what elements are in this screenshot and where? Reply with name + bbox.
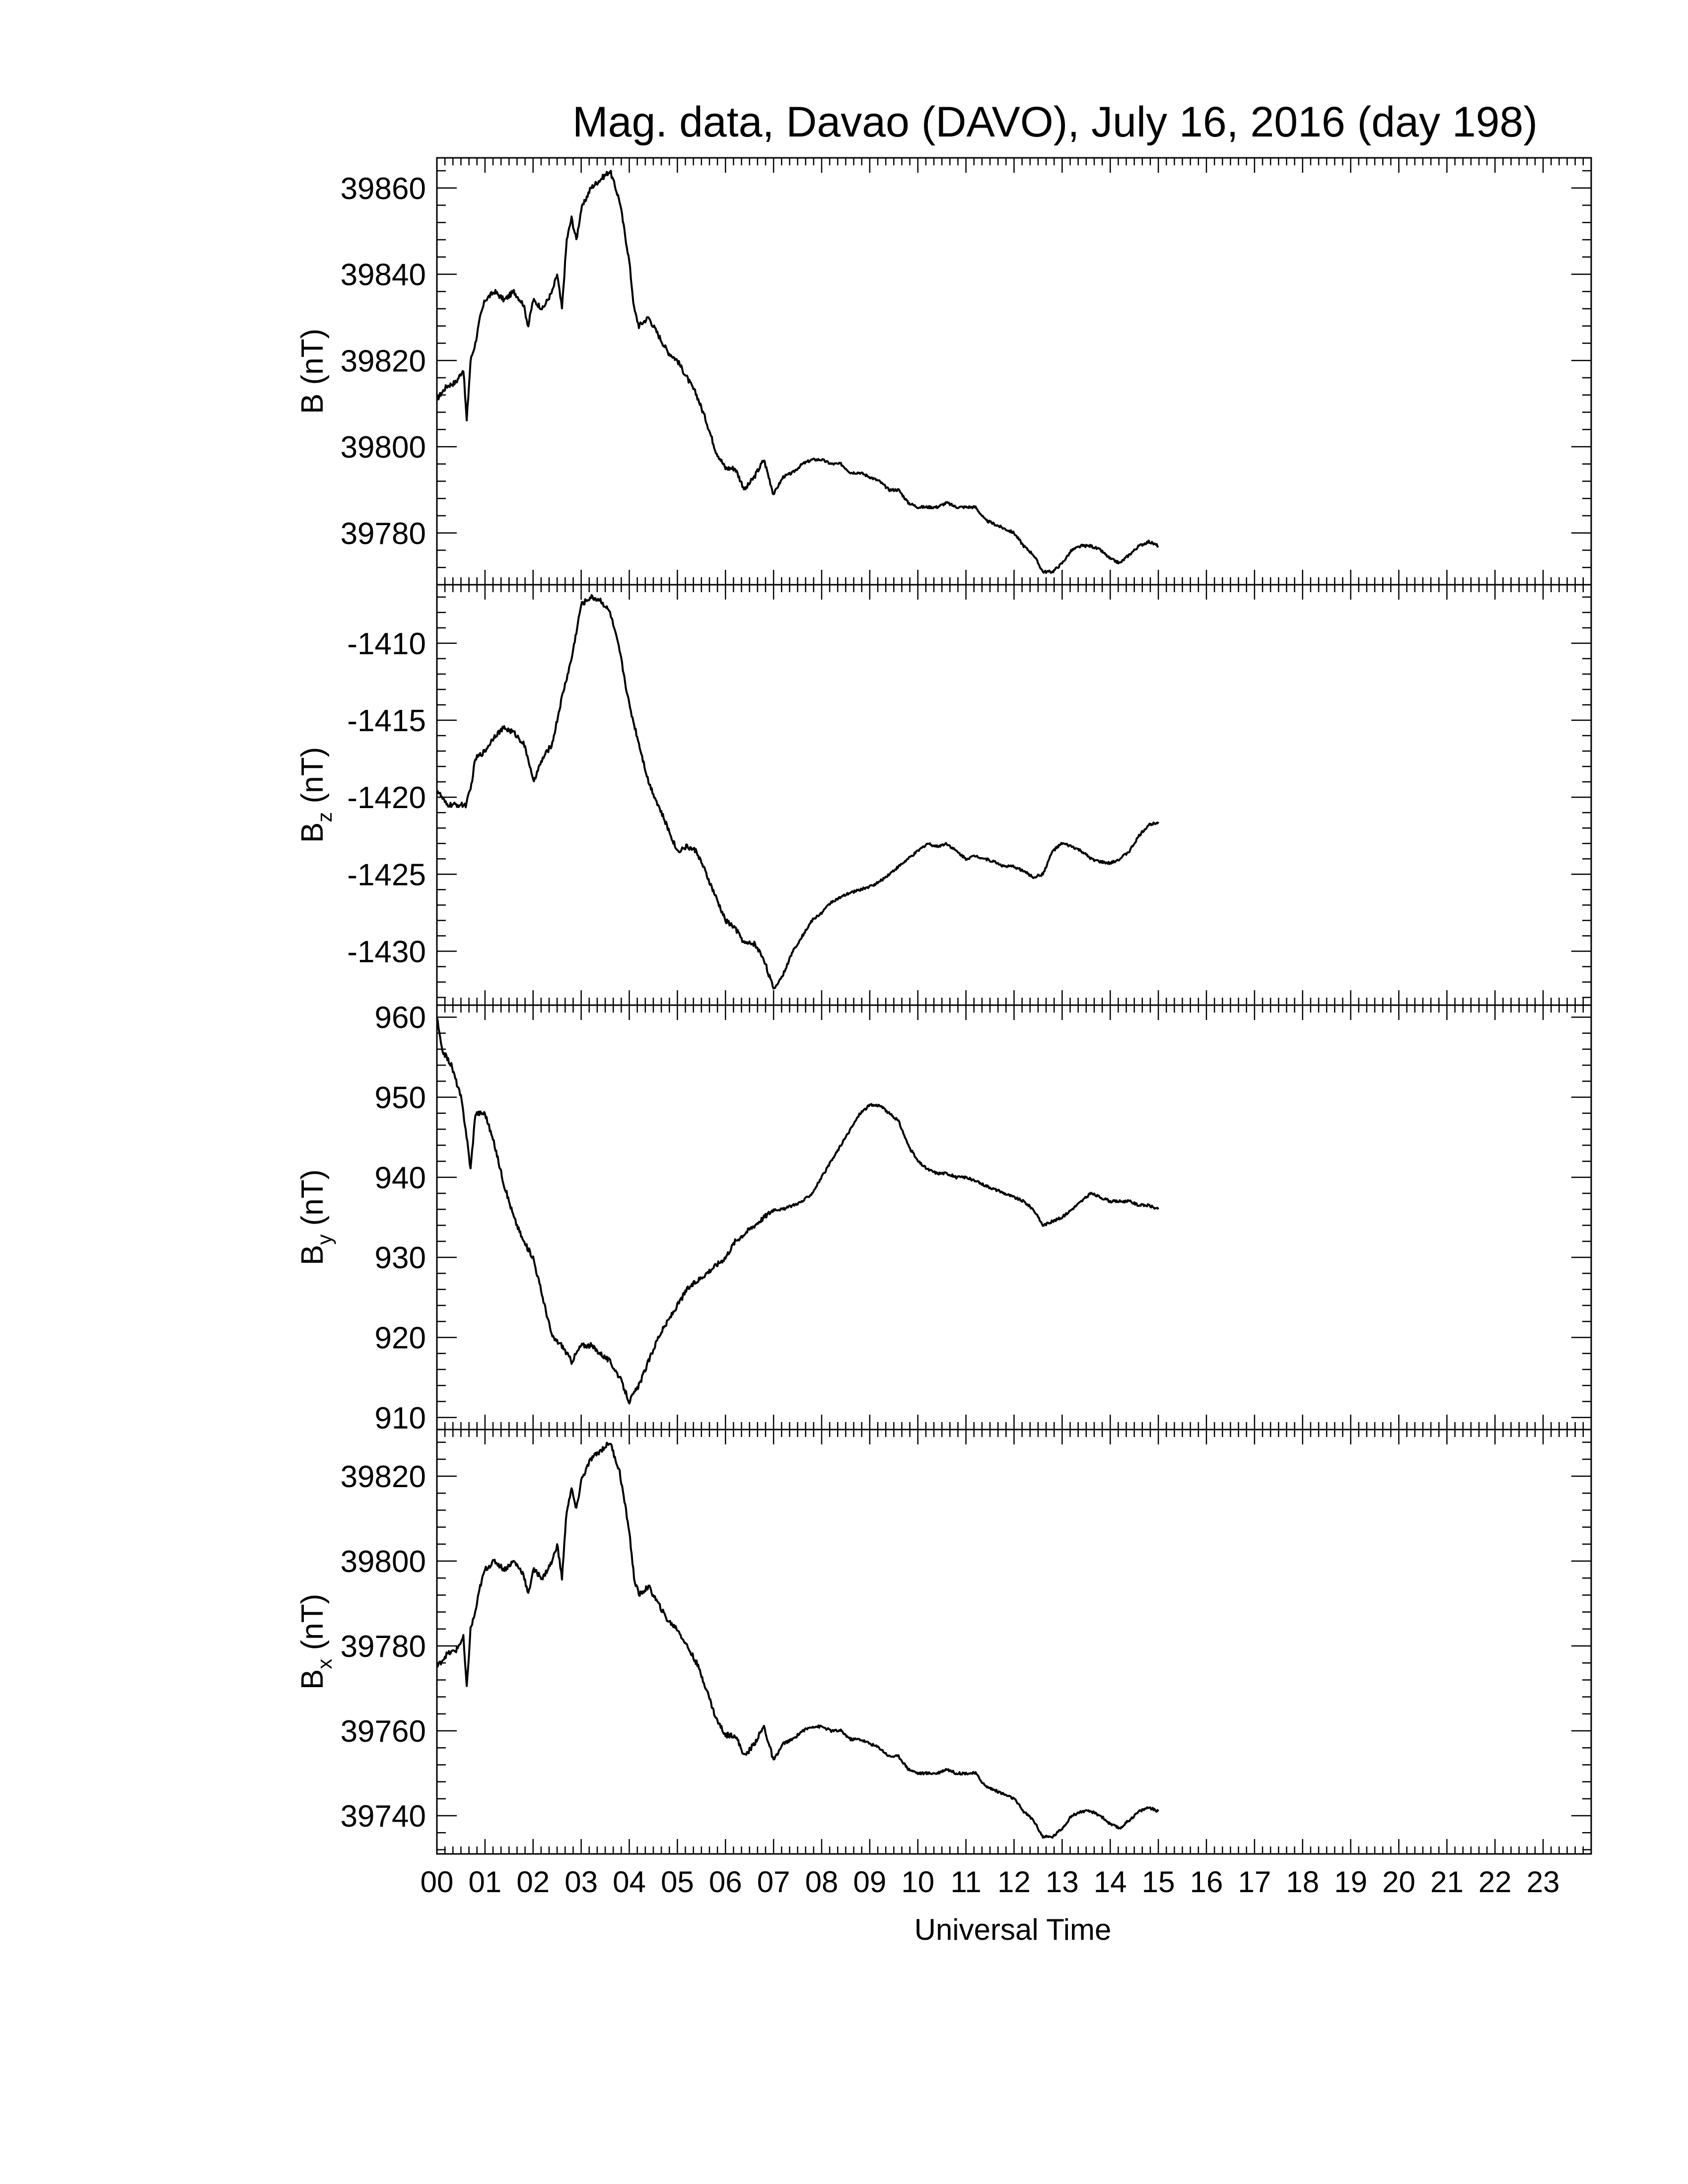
y-tick-label: 920 [375,1321,426,1355]
y-tick-label: 39800 [341,1545,426,1579]
panel-4: 39740 39760 39780 39800 39820 Bx (nT) [295,1429,1592,1855]
x-tick-label: 05 [661,1865,694,1899]
series-line [436,594,1159,990]
x-tick-label: 12 [997,1865,1031,1899]
y-tick-label: 910 [375,1401,426,1435]
panel-frame [436,157,1592,586]
y-tick-label: 39740 [341,1799,426,1834]
y-tick-label: 950 [375,1081,426,1115]
x-tick-label: 23 [1527,1865,1560,1899]
x-tick-label: 19 [1334,1865,1367,1899]
y-axis-label: Bx (nT) [295,1594,336,1690]
panel-2: -1410 -1415 -1420 -1425 -1430 Bz (nT) [295,584,1592,1006]
y-axis-label: B (nT) [295,329,330,414]
x-tick-label: 08 [805,1865,839,1899]
y-tick-label: 39780 [341,1630,426,1664]
panel-3: 910 920 930 940 950 960 By (nT) [295,1001,1592,1435]
y-axis-label: By (nT) [295,1169,336,1265]
x-tick-labels: 00 01 02 03 04 05 06 07 08 09 10 11 12 13 14 15 16 17 18 19… [421,1865,1560,1899]
y-tick-label: 39820 [341,1460,426,1494]
x-tick-label: 16 [1190,1865,1223,1899]
x-tick-label: 00 [421,1865,454,1899]
y-tick-label: -1410 [347,627,426,661]
x-tick-label: 01 [469,1865,502,1899]
x-tick-label: 18 [1286,1865,1319,1899]
x-tick-label: 04 [613,1865,646,1899]
x-tick-label: 17 [1238,1865,1271,1899]
y-tick-label: -1425 [347,858,426,892]
x-axis-label: Universal Time [914,1913,1112,1946]
y-tick-label: 960 [375,1001,426,1035]
x-tick-label: 07 [757,1865,790,1899]
y-tick-label: 39800 [341,430,426,465]
x-tick-label: 11 [950,1865,981,1899]
x-tick-label: 13 [1046,1865,1079,1899]
x-tick-label: 10 [901,1865,934,1899]
y-tick-label: 39820 [341,344,426,378]
panel-frame [436,584,1592,1006]
y-tick-label: 930 [375,1241,426,1275]
y-tick-label: 39760 [341,1714,426,1749]
series-line [436,170,1159,574]
x-tick-label: 02 [516,1865,550,1899]
panel-1: 39780 39800 39820 39840 39860 B (nT) [295,157,1592,586]
chart-title: Mag. data, Davao (DAVO), July 16, 2016 (… [572,98,1538,146]
series-line [436,1018,1159,1405]
x-tick-label: 03 [564,1865,598,1899]
series-line [436,1441,1159,1839]
panel-frame [436,1004,1592,1431]
x-tick-label: 15 [1142,1865,1175,1899]
panel-frame [436,1429,1592,1855]
y-tick-label: 940 [375,1161,426,1195]
x-tick-label: 22 [1478,1865,1512,1899]
y-axis-label: Bz (nT) [295,747,336,843]
y-tick-label: -1420 [347,781,426,815]
y-tick-label: -1430 [347,935,426,969]
x-tick-label: 21 [1430,1865,1464,1899]
y-tick-label: -1415 [347,704,426,738]
x-tick-label: 14 [1094,1865,1127,1899]
y-tick-label: 39840 [341,258,426,292]
y-tick-label: 39780 [341,517,426,551]
x-tick-label: 06 [709,1865,742,1899]
x-tick-label: 09 [853,1865,887,1899]
x-tick-label: 20 [1382,1865,1415,1899]
y-tick-label: 39860 [341,172,426,206]
